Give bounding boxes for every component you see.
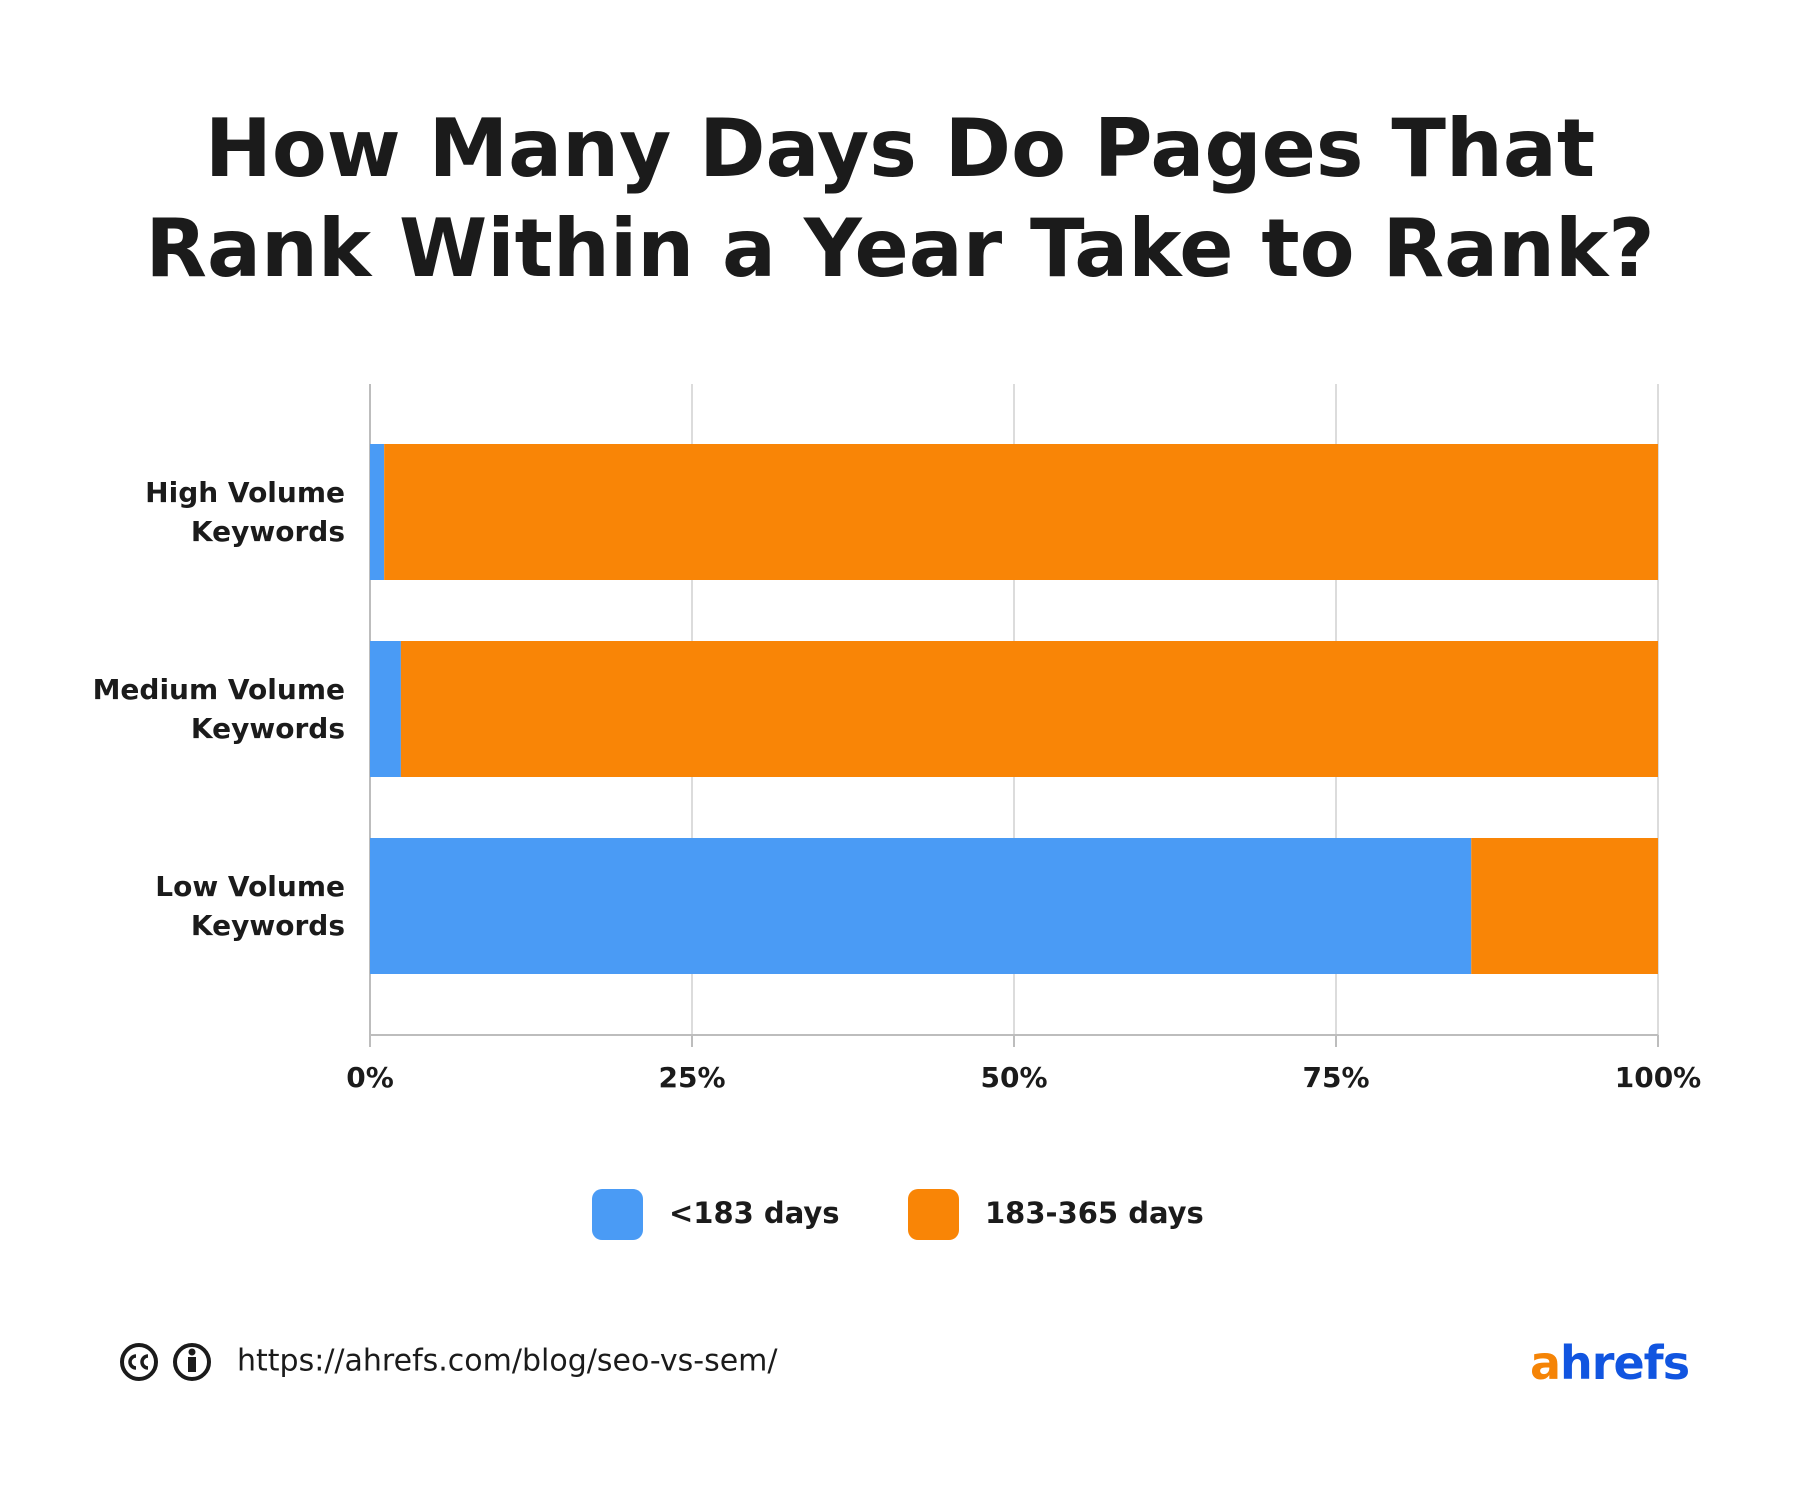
title-line: How Many Days Do Pages That xyxy=(205,102,1595,195)
bar-segment xyxy=(370,641,401,777)
legend-swatch xyxy=(592,1189,643,1240)
legend-label: <183 days xyxy=(669,1196,840,1230)
y-tick-label: Low Volume Keywords xyxy=(155,870,345,942)
logo: ahrefs xyxy=(1530,1336,1690,1390)
bar-segment xyxy=(370,444,385,580)
x-tick-label: 75% xyxy=(1302,1061,1369,1094)
y-tick-label: High Volume Keywords xyxy=(145,476,345,548)
bar-segment xyxy=(370,838,1472,974)
x-tick-label: 100% xyxy=(1615,1061,1702,1094)
x-tick-label: 25% xyxy=(658,1061,725,1094)
cc-icon xyxy=(120,1343,211,1381)
source-url: https://ahrefs.com/blog/seo-vs-sem/ xyxy=(237,1344,778,1379)
y-tick-label: Medium Volume Keywords xyxy=(92,673,345,745)
x-tick-label: 50% xyxy=(980,1061,1047,1094)
legend-swatch xyxy=(908,1189,959,1240)
bar-segment xyxy=(384,444,1659,580)
bar-segment xyxy=(400,641,1658,777)
chart-title: How Many Days Do Pages That Rank Within a… xyxy=(145,102,1654,295)
x-tick-label: 0% xyxy=(346,1061,394,1094)
bar-segment xyxy=(1471,838,1658,974)
legend-label: 183-365 days xyxy=(985,1196,1204,1230)
title-line: Rank Within a Year Take to Rank? xyxy=(145,202,1654,295)
